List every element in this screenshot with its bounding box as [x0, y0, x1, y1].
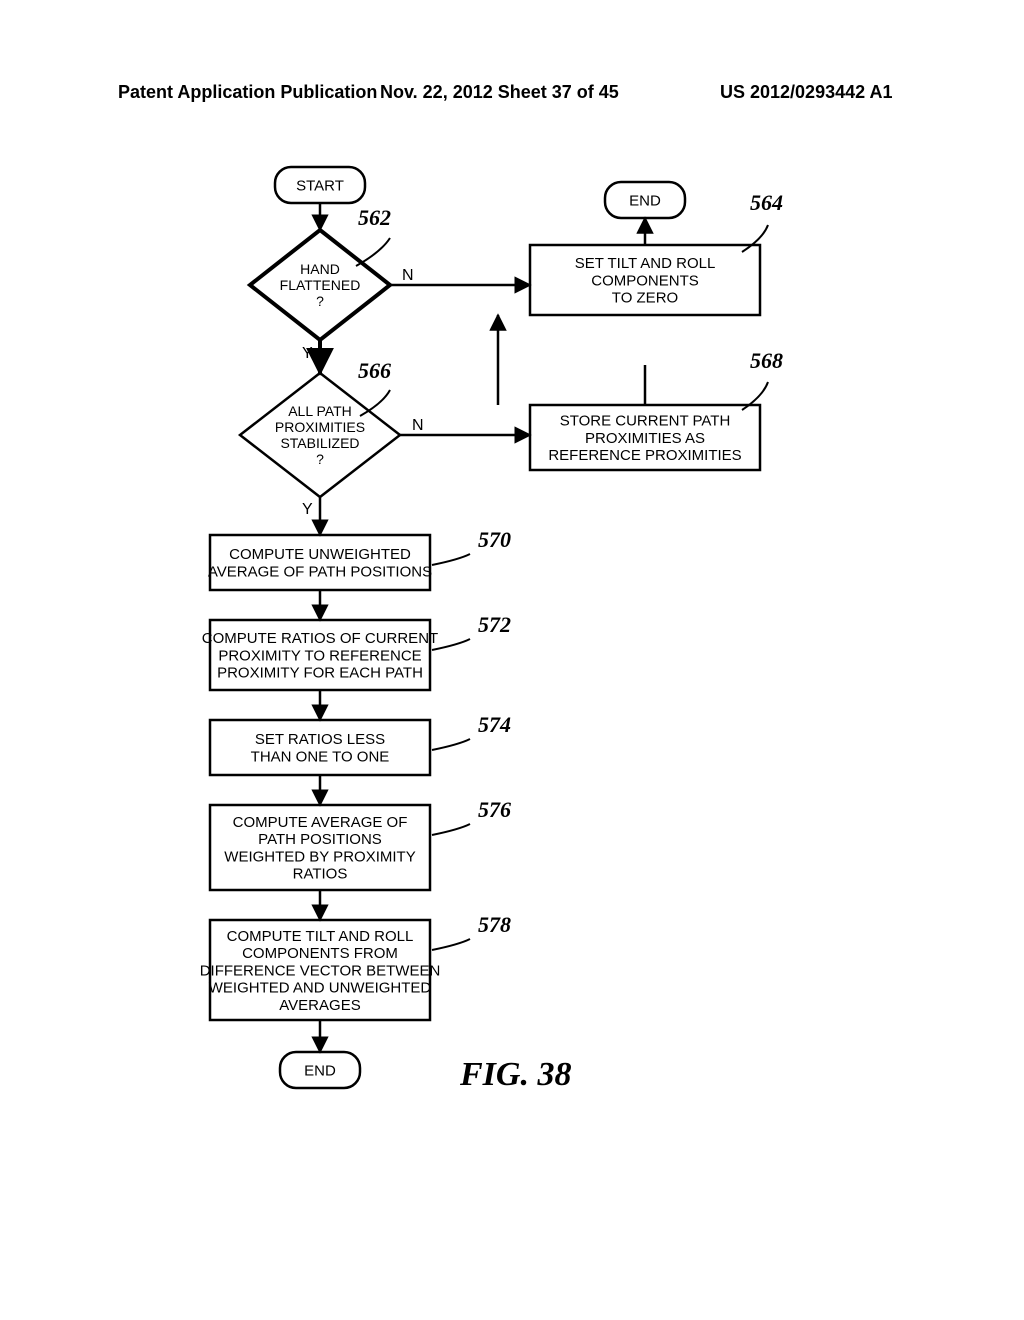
header-right-text: US 2012/0293442 A1: [720, 82, 892, 103]
svg-text:HAND: HAND: [300, 261, 340, 277]
ref-564: 564: [750, 190, 783, 215]
ref-568: 568: [750, 348, 783, 373]
ref-574: 574: [478, 712, 511, 737]
svg-text:STABILIZED: STABILIZED: [280, 435, 359, 451]
flowchart-svg: STARTHANDFLATTENED?ALL PATHPROXIMITIESST…: [0, 120, 1024, 1320]
decision-label: N: [412, 417, 424, 434]
ref-lead: [432, 939, 470, 950]
ref-572: 572: [478, 612, 511, 637]
decision-label: N: [402, 267, 414, 284]
ref-576: 576: [478, 797, 511, 822]
svg-text:COMPUTE UNWEIGHTED: COMPUTE UNWEIGHTED: [229, 546, 411, 563]
svg-text:PROXIMITIES: PROXIMITIES: [275, 419, 365, 435]
ref-578: 578: [478, 912, 511, 937]
svg-text:PROXIMITIES AS: PROXIMITIES AS: [585, 430, 705, 447]
ref-562: 562: [358, 205, 391, 230]
svg-text:END: END: [304, 1062, 336, 1079]
svg-text:PROXIMITY TO REFERENCE: PROXIMITY TO REFERENCE: [218, 647, 421, 664]
svg-text:ALL PATH: ALL PATH: [288, 403, 352, 419]
svg-text:COMPUTE AVERAGE OF: COMPUTE AVERAGE OF: [233, 814, 408, 831]
ref-570: 570: [478, 527, 511, 552]
svg-text:COMPONENTS: COMPONENTS: [591, 272, 699, 289]
ref-lead: [432, 739, 470, 750]
page: Patent Application Publication Nov. 22, …: [0, 0, 1024, 1320]
svg-text:COMPONENTS FROM: COMPONENTS FROM: [242, 945, 398, 962]
svg-text:PROXIMITY FOR EACH PATH: PROXIMITY FOR EACH PATH: [217, 665, 423, 682]
svg-text:AVERAGE OF PATH POSITIONS: AVERAGE OF PATH POSITIONS: [208, 563, 432, 580]
ref-566: 566: [358, 358, 391, 383]
svg-text:WEIGHTED BY PROXIMITY: WEIGHTED BY PROXIMITY: [224, 848, 415, 865]
decision-label: Y: [302, 501, 313, 518]
svg-text:END: END: [629, 192, 661, 209]
ref-lead: [432, 554, 470, 565]
svg-text:DIFFERENCE VECTOR BETWEEN: DIFFERENCE VECTOR BETWEEN: [200, 962, 441, 979]
svg-text:TO ZERO: TO ZERO: [612, 290, 678, 307]
svg-text:REFERENCE PROXIMITIES: REFERENCE PROXIMITIES: [548, 447, 741, 464]
svg-text:PATH POSITIONS: PATH POSITIONS: [258, 831, 382, 848]
svg-text:THAN ONE TO ONE: THAN ONE TO ONE: [251, 748, 390, 765]
svg-text:?: ?: [316, 293, 324, 309]
svg-text:SET TILT AND ROLL: SET TILT AND ROLL: [575, 255, 716, 272]
svg-text:FLATTENED: FLATTENED: [280, 277, 361, 293]
header-mid-text: Nov. 22, 2012 Sheet 37 of 45: [380, 82, 619, 103]
svg-text:START: START: [296, 177, 344, 194]
svg-text:STORE CURRENT PATH: STORE CURRENT PATH: [560, 413, 731, 430]
header-left-text: Patent Application Publication: [118, 82, 377, 103]
svg-text:SET RATIOS LESS: SET RATIOS LESS: [255, 731, 385, 748]
svg-text:COMPUTE RATIOS OF CURRENT: COMPUTE RATIOS OF CURRENT: [202, 630, 438, 647]
svg-text:AVERAGES: AVERAGES: [279, 997, 360, 1014]
svg-text:RATIOS: RATIOS: [293, 866, 348, 883]
decision-label: Y: [302, 345, 313, 362]
svg-text:WEIGHTED AND UNWEIGHTED: WEIGHTED AND UNWEIGHTED: [209, 980, 432, 997]
svg-text:?: ?: [316, 451, 324, 467]
figure-label: FIG. 38: [459, 1056, 571, 1093]
ref-lead: [432, 824, 470, 835]
svg-text:COMPUTE TILT AND ROLL: COMPUTE TILT AND ROLL: [227, 928, 414, 945]
